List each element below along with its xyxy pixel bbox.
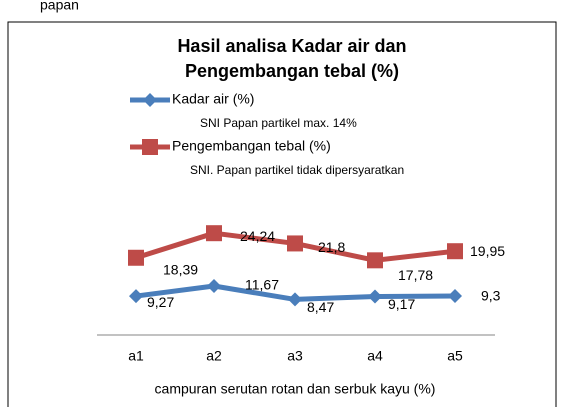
marker [142,139,158,155]
marker [368,289,382,304]
cropped-text: papan [40,0,79,13]
x-axis-label: campuran serutan rotan dan serbuk kayu (… [155,381,436,397]
x-tick-label: a5 [447,348,463,364]
data-label: 9,3 [481,288,501,304]
data-label: 9,17 [388,296,415,312]
data-label: 8,47 [307,299,334,315]
marker [448,288,462,303]
marker [128,249,144,266]
data-label: 18,39 [163,261,198,277]
data-label: 9,27 [147,294,174,310]
legend-note: SNI Papan partikel max. 14% [200,116,357,130]
legend-label: Pengembangan tebal (%) [172,138,331,154]
x-tick-label: a1 [128,348,144,364]
data-label: 21,8 [318,239,345,255]
marker [447,243,463,260]
chart-border [7,21,557,407]
legend-note: SNI. Papan partikel tidak dipersyaratkan [190,163,404,177]
chart-title-line2: Pengembangan tebal (%) [185,61,399,81]
marker [129,289,143,304]
marker [143,93,157,107]
data-label: 19,95 [470,243,505,259]
marker [367,252,383,269]
data-label: 24,24 [240,228,275,244]
data-label: 11,67 [245,277,279,293]
x-tick-label: a4 [367,348,383,364]
x-tick-label: a3 [287,348,303,364]
marker [206,225,222,242]
x-tick-label: a2 [206,348,222,364]
legend-label: Kadar air (%) [172,91,254,107]
chart-title: Hasil analisa Kadar air dan [177,36,406,56]
marker [288,292,302,307]
marker [207,278,221,293]
data-label: 17,78 [398,267,433,283]
marker [287,235,303,252]
